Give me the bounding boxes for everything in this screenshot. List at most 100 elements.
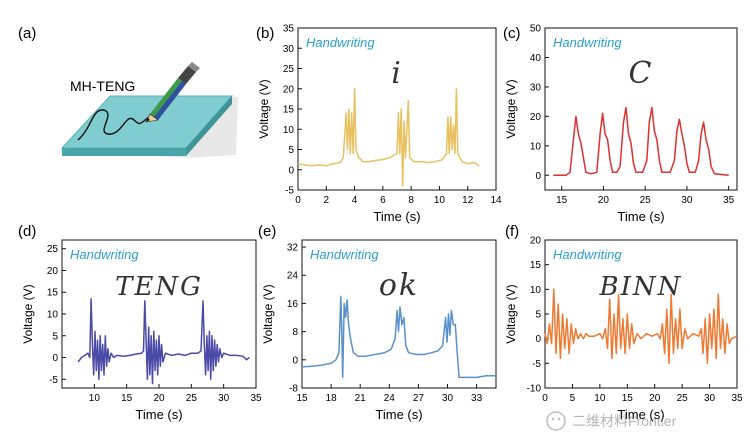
y-axis-label: Voltage (V) bbox=[504, 284, 518, 343]
y-tick-label: 10 bbox=[47, 310, 59, 321]
series-line bbox=[297, 88, 480, 187]
y-tick-label: 10 bbox=[283, 125, 295, 136]
y-tick-label: 5 bbox=[288, 145, 294, 156]
handwriting-annotation: Handwriting bbox=[553, 35, 622, 50]
y-tick-label: -5 bbox=[49, 375, 58, 386]
plot-frame bbox=[544, 239, 738, 389]
x-tick-label: 35 bbox=[731, 393, 743, 404]
y-tick-label: 30 bbox=[283, 44, 295, 55]
handwriting-annotation: Handwriting bbox=[70, 247, 139, 262]
written-sample: ok bbox=[379, 268, 419, 303]
y-axis-label: Voltage (V) bbox=[261, 284, 275, 343]
series-line bbox=[301, 295, 496, 379]
y-tick-label: 20 bbox=[47, 266, 59, 277]
device-pad-front bbox=[62, 148, 186, 156]
x-tick-label: 35 bbox=[723, 195, 735, 206]
handwriting-annotation: Handwriting bbox=[310, 247, 379, 262]
x-tick-label: 20 bbox=[598, 195, 610, 206]
x-tick-label: 20 bbox=[153, 393, 165, 404]
x-axis-label: Time (s) bbox=[373, 209, 420, 224]
plot-frame bbox=[544, 27, 738, 191]
panel-label: (d) bbox=[18, 223, 36, 240]
y-tick-label: 35 bbox=[283, 24, 295, 35]
x-tick-label: 15 bbox=[622, 393, 634, 404]
chart-e: (e) 15 18 21 24 27 30 33 -8 0 8 16 24 32 Time (s) Volta… bbox=[258, 223, 497, 422]
y-tick-label: -5 bbox=[532, 359, 541, 370]
y-axis-label: Voltage (V) bbox=[21, 284, 35, 343]
chart-c: (c) 15 20 25 30 35 0 10 20 30 40 50 Time (s) Voltage … bbox=[503, 24, 738, 224]
watermark: 二维材料Frontier bbox=[546, 411, 677, 431]
y-tick-label: 10 bbox=[530, 141, 542, 152]
x-axis-label: Time (s) bbox=[617, 209, 664, 224]
x-tick-label: 15 bbox=[296, 393, 308, 404]
y-axis-label: Voltage (V) bbox=[504, 79, 518, 138]
y-tick-label: 15 bbox=[283, 105, 295, 116]
x-tick-label: 30 bbox=[218, 393, 230, 404]
chart-f: (f) 0 5 10 15 20 25 30 35 -10 -5 0 5 10 15 20 Time (s) Vo… bbox=[504, 223, 743, 422]
panel-label: (e) bbox=[258, 223, 276, 240]
panel-label: (f) bbox=[505, 223, 519, 240]
x-tick-label: 15 bbox=[556, 195, 568, 206]
y-tick-label: 24 bbox=[287, 271, 299, 282]
x-tick-label: 0 bbox=[542, 393, 548, 404]
handwriting-trace bbox=[77, 109, 151, 141]
x-tick-label: 0 bbox=[295, 195, 301, 206]
y-tick-label: 0 bbox=[52, 353, 58, 364]
written-sample: i bbox=[391, 56, 403, 91]
y-tick-label: 15 bbox=[530, 260, 542, 271]
x-axis-label: Time (s) bbox=[375, 407, 422, 422]
x-tick-label: 25 bbox=[677, 393, 689, 404]
y-tick-label: 25 bbox=[47, 244, 59, 255]
handwriting-annotation: Handwriting bbox=[306, 35, 375, 50]
x-tick-label: 25 bbox=[186, 393, 198, 404]
x-tick-label: 6 bbox=[380, 195, 386, 206]
x-tick-label: 30 bbox=[681, 195, 693, 206]
x-tick-label: 35 bbox=[250, 393, 262, 404]
plot-frame bbox=[301, 239, 497, 389]
y-tick-label: 5 bbox=[535, 310, 541, 321]
device-label: MH-TENG bbox=[70, 78, 135, 94]
y-tick-label: 0 bbox=[535, 171, 541, 182]
y-tick-label: 0 bbox=[288, 165, 294, 176]
y-tick-label: 32 bbox=[287, 243, 299, 254]
x-tick-label: 8 bbox=[408, 195, 414, 206]
x-tick-label: 10 bbox=[434, 195, 446, 206]
panel-a-label: (a) bbox=[18, 25, 36, 42]
series-line bbox=[77, 298, 250, 385]
y-tick-label: 8 bbox=[292, 327, 298, 338]
y-tick-label: 0 bbox=[292, 355, 298, 366]
x-tick-label: 2 bbox=[324, 195, 330, 206]
y-tick-label: 25 bbox=[283, 64, 295, 75]
y-tick-label: -10 bbox=[527, 384, 542, 395]
device-pad-side bbox=[186, 96, 232, 156]
x-axis-label: Time (s) bbox=[617, 407, 664, 422]
x-tick-label: 5 bbox=[570, 393, 576, 404]
x-tick-label: 12 bbox=[462, 195, 474, 206]
x-tick-label: 24 bbox=[384, 393, 396, 404]
y-tick-label: 20 bbox=[283, 84, 295, 95]
pencil-icon bbox=[145, 62, 200, 123]
x-tick-label: 4 bbox=[352, 195, 358, 206]
x-tick-label: 33 bbox=[471, 393, 483, 404]
x-tick-label: 21 bbox=[355, 393, 367, 404]
series-line bbox=[553, 106, 729, 177]
y-tick-label: -8 bbox=[289, 384, 298, 395]
y-tick-label: 30 bbox=[530, 82, 542, 93]
watermark-text: 二维材料Frontier bbox=[572, 413, 677, 429]
y-tick-label: 50 bbox=[530, 24, 542, 35]
x-tick-label: 27 bbox=[413, 393, 425, 404]
panel-label: (b) bbox=[256, 25, 274, 42]
x-tick-label: 30 bbox=[442, 393, 454, 404]
x-tick-label: 20 bbox=[649, 393, 661, 404]
y-tick-label: 40 bbox=[530, 53, 542, 64]
y-tick-label: 0 bbox=[535, 334, 541, 345]
handwriting-annotation: Handwriting bbox=[553, 247, 622, 262]
x-tick-label: 10 bbox=[594, 393, 606, 404]
y-tick-label: 15 bbox=[47, 288, 59, 299]
written-sample: C bbox=[629, 56, 654, 91]
chart-d: (d) 10 15 20 25 30 35 -5 0 5 10 15 20 25 Time (s) Volta… bbox=[18, 223, 262, 422]
x-tick-label: 30 bbox=[704, 393, 716, 404]
x-tick-label: 15 bbox=[121, 393, 133, 404]
